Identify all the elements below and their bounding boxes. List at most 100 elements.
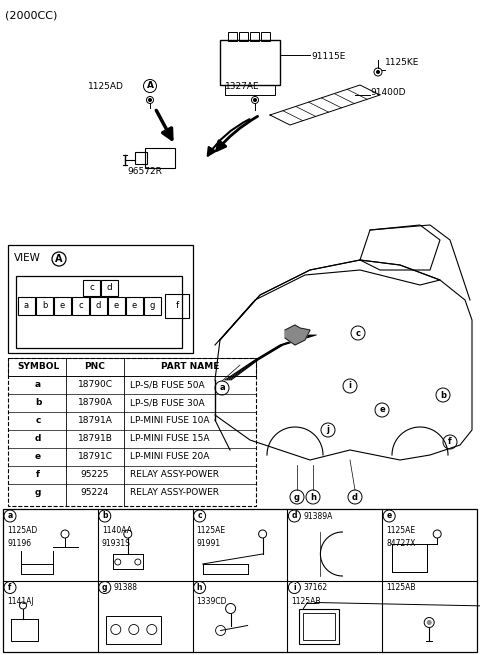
Text: 18790C: 18790C [77,380,112,389]
Text: LP-MINI FUSE 20A: LP-MINI FUSE 20A [130,452,209,461]
Bar [83,280,100,296]
Text: b: b [42,301,47,310]
Text: 84727X: 84727X [386,539,416,548]
Text: (2000CC): (2000CC) [5,10,58,20]
Text: h: h [197,583,203,592]
Text: PART NAME: PART NAME [161,362,219,371]
Text: 1125KE: 1125KE [385,58,420,67]
Bar [8,358,256,506]
Bar [145,148,175,168]
Text: f: f [8,583,12,592]
Text: 96572R: 96572R [127,167,162,176]
Text: g: g [150,301,155,310]
Text: 37162: 37162 [303,584,327,593]
Bar [303,612,336,639]
Text: c: c [36,416,41,425]
Circle shape [376,71,380,73]
Text: 91389A: 91389A [303,512,333,521]
Bar [220,40,280,85]
Bar [228,32,237,41]
Text: 91388: 91388 [114,584,138,593]
Polygon shape [270,85,380,125]
Text: g: g [294,493,300,502]
Text: 18791A: 18791A [78,416,112,425]
Text: e: e [132,301,137,310]
Text: 1125AD: 1125AD [7,526,37,535]
Text: a: a [219,383,225,392]
Text: 91115E: 91115E [311,52,346,61]
Text: g: g [102,583,108,592]
Bar [101,280,118,296]
Bar [250,32,259,41]
Text: 18790A: 18790A [78,398,112,407]
Text: 91931S: 91931S [102,539,131,548]
Bar [90,297,107,315]
Text: 1125AE: 1125AE [197,526,226,535]
Text: SYMBOL: SYMBOL [17,362,59,371]
Text: 91196: 91196 [7,539,31,548]
Text: d: d [107,284,112,293]
Bar [392,544,427,572]
Text: LP-S/B FUSE 30A: LP-S/B FUSE 30A [130,398,204,407]
Bar [16,276,182,348]
Text: f: f [36,470,40,479]
Text: b: b [440,390,446,400]
Text: 1125AE: 1125AE [386,526,415,535]
Text: VIEW: VIEW [14,253,41,263]
Text: LP-MINI FUSE 10A: LP-MINI FUSE 10A [130,416,209,425]
Text: j: j [326,426,329,434]
Circle shape [148,98,152,102]
Text: b: b [102,512,108,521]
Text: d: d [35,434,41,443]
Text: LP-S/B FUSE 50A: LP-S/B FUSE 50A [130,380,204,389]
Text: 18791B: 18791B [78,434,112,443]
Text: c: c [197,512,202,521]
Bar [108,297,125,315]
Text: 95225: 95225 [81,470,109,479]
Bar [135,152,147,164]
Text: 1141AJ: 1141AJ [7,597,34,607]
Text: d: d [352,493,358,502]
Text: 1125AB: 1125AB [291,597,321,607]
Text: e: e [35,452,41,461]
Text: g: g [35,488,41,497]
Text: RELAY ASSY-POWER: RELAY ASSY-POWER [130,488,219,497]
Bar [8,245,193,353]
Text: a: a [35,380,41,389]
Text: a: a [24,301,29,310]
Text: d: d [96,301,101,310]
Text: A: A [146,81,154,90]
Text: LP-MINI FUSE 15A: LP-MINI FUSE 15A [130,434,209,443]
Text: 1125AD: 1125AD [88,82,124,91]
Text: a: a [7,512,12,521]
Text: d: d [292,512,297,521]
Text: 18791C: 18791C [77,452,112,461]
Text: 91991: 91991 [197,539,221,548]
Text: RELAY ASSY-POWER: RELAY ASSY-POWER [130,470,219,479]
Text: e: e [114,301,119,310]
Text: PNC: PNC [84,362,106,371]
Text: b: b [35,398,41,407]
Text: 1327AE: 1327AE [225,82,260,91]
Text: c: c [356,329,360,337]
Text: 1339CD: 1339CD [197,597,227,607]
Bar [18,297,35,315]
Text: c: c [78,301,83,310]
Text: e: e [386,512,392,521]
Text: c: c [89,284,94,293]
Text: e: e [60,301,65,310]
Bar [144,297,161,315]
Text: i: i [293,583,296,592]
Polygon shape [285,325,310,345]
Bar [300,608,339,643]
Bar [239,32,248,41]
Text: f: f [448,438,452,447]
Text: i: i [348,381,351,390]
Bar [165,294,189,318]
Bar [106,616,161,643]
Bar [261,32,270,41]
Bar [3,509,477,652]
Text: 95224: 95224 [81,488,109,497]
Text: 1125AB: 1125AB [386,584,416,593]
Text: A: A [55,254,63,264]
